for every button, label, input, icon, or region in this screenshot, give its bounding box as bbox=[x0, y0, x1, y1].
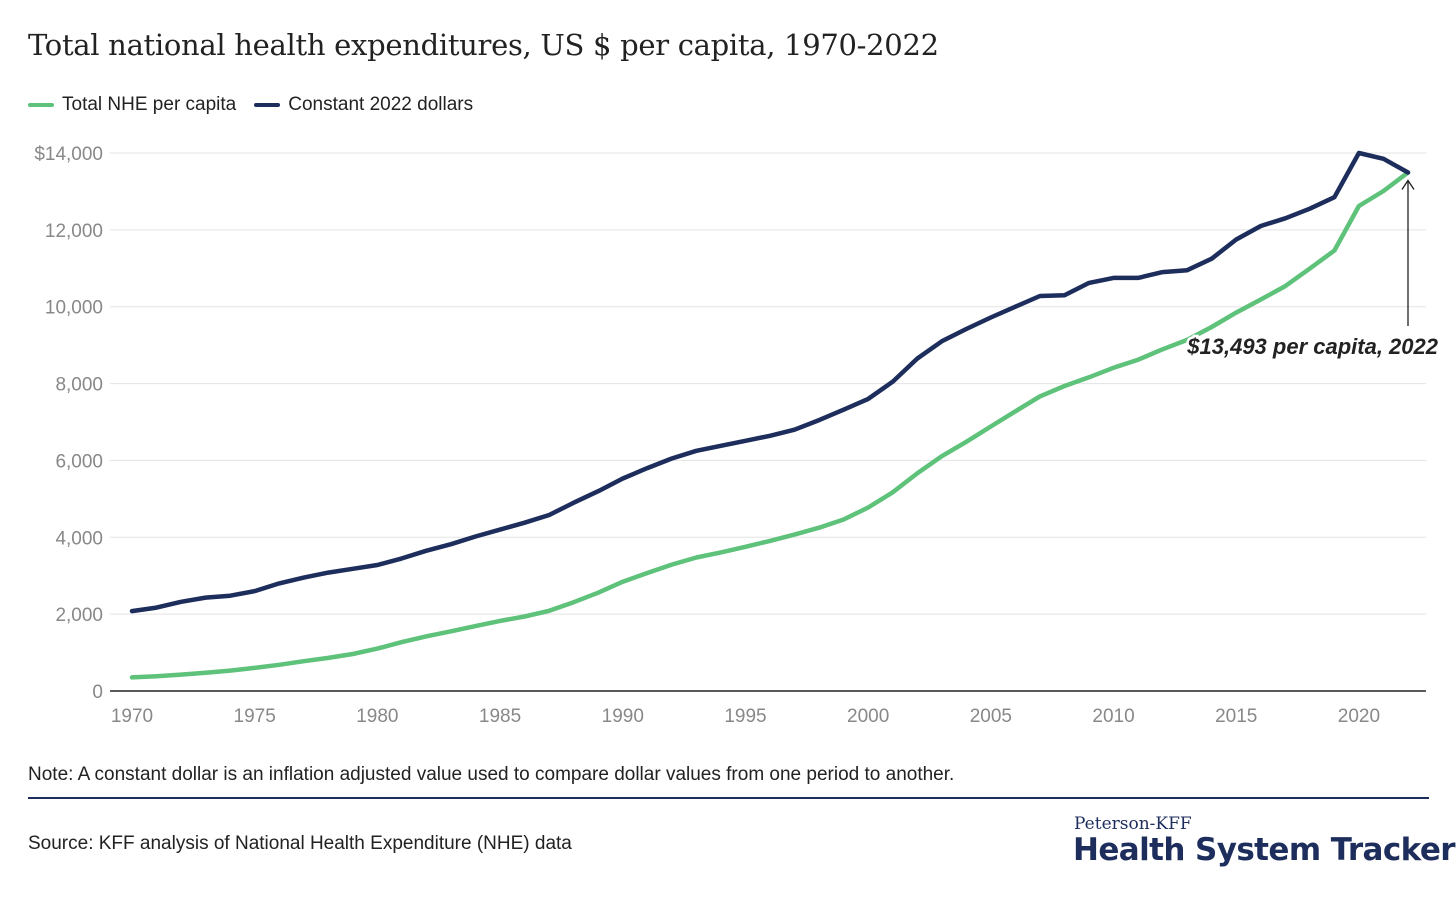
legend-swatch-constant bbox=[254, 103, 281, 107]
y-tick-label-2000: 2,000 bbox=[55, 605, 103, 626]
legend-item-nominal: Total NHE per capita bbox=[28, 94, 236, 116]
x-tick-label-1975: 1975 bbox=[234, 706, 276, 727]
x-tick-label-2000: 2000 bbox=[847, 706, 889, 727]
legend-item-constant: Constant 2022 dollars bbox=[254, 94, 473, 116]
y-tick-label-14000: $14,000 bbox=[34, 144, 103, 165]
legend-swatch-nominal bbox=[28, 103, 54, 107]
series-line-constant-dollars bbox=[129, 150, 1411, 614]
x-tick-label-1985: 1985 bbox=[479, 706, 521, 727]
x-tick-label-2010: 2010 bbox=[1092, 706, 1134, 727]
y-tick-label-12000: 12,000 bbox=[45, 221, 103, 242]
y-tick-label-4000: 4,000 bbox=[55, 528, 103, 549]
annotation-label: $13,493 per capita, 2022 bbox=[1186, 334, 1438, 359]
legend-label-nominal: Total NHE per capita bbox=[62, 94, 237, 115]
x-tick-label-1995: 1995 bbox=[724, 706, 766, 727]
x-tick-label-2005: 2005 bbox=[970, 706, 1012, 727]
y-tick-label-8000: 8,000 bbox=[55, 375, 103, 396]
footer-divider bbox=[28, 797, 1429, 799]
y-tick-label-10000: 10,000 bbox=[45, 298, 103, 319]
line-chart: 0 2,000 4,000 6,000 8,000 10,000 12,000 $14,000… bbox=[34, 144, 1441, 727]
series-line-total-nhe bbox=[129, 170, 1411, 680]
legend-label-constant: Constant 2022 dollars bbox=[288, 94, 474, 115]
annotation-arrow-head bbox=[1401, 179, 1415, 190]
chart-legend: Total NHE per capita Constant 2022 dolla… bbox=[28, 94, 491, 116]
x-tick-label-2020: 2020 bbox=[1338, 706, 1380, 727]
brand-name-small: Peterson-KFF bbox=[1074, 814, 1192, 834]
x-tick-label-1990: 1990 bbox=[602, 706, 644, 727]
x-tick-label-1980: 1980 bbox=[356, 706, 398, 727]
chart-title: Total national health expenditures, US $… bbox=[28, 28, 939, 62]
y-tick-label-6000: 6,000 bbox=[55, 451, 103, 472]
x-tick-label-1970: 1970 bbox=[111, 706, 153, 727]
chart-source: Source: KFF analysis of National Health … bbox=[28, 833, 572, 854]
chart-note: Note: A constant dollar is an inflation … bbox=[28, 764, 955, 785]
brand-logo-text: Health System Tracker bbox=[1073, 832, 1456, 868]
x-tick-label-2015: 2015 bbox=[1215, 706, 1257, 727]
y-tick-label-0: 0 bbox=[92, 682, 103, 703]
